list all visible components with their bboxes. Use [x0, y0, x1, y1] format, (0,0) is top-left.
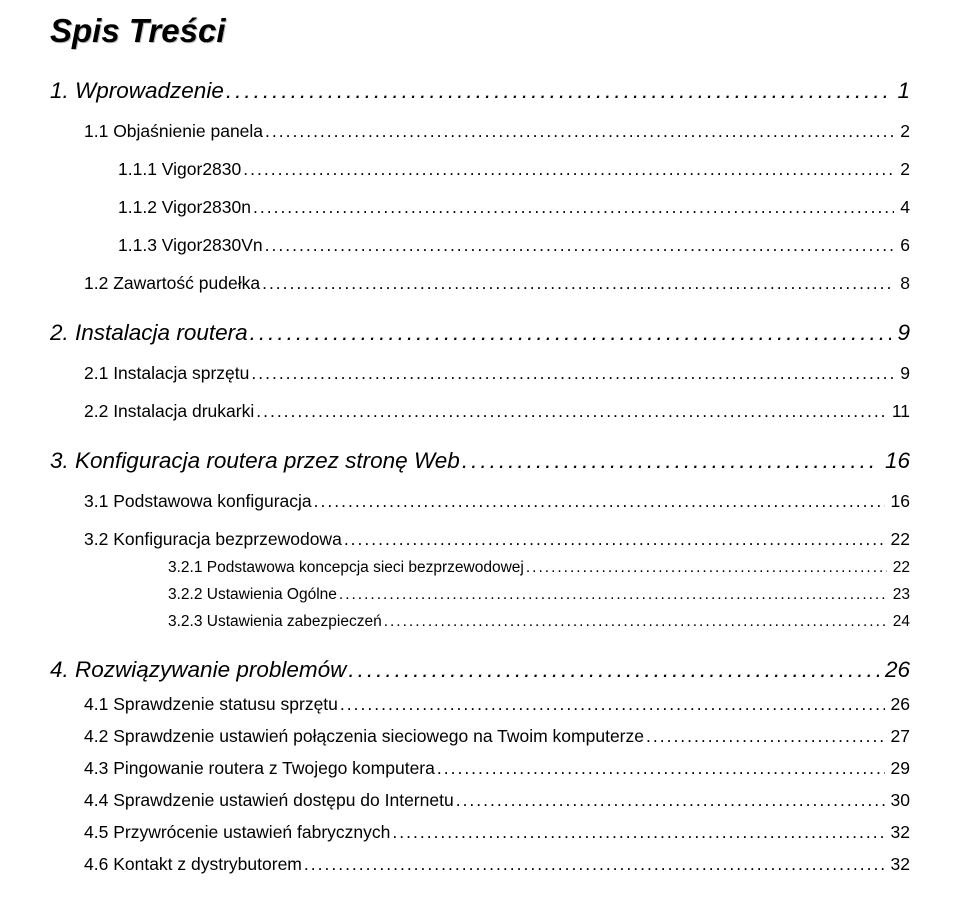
toc-page-number: 11	[886, 401, 910, 422]
toc-entry: 4.3 Pingowanie routera z Twojego kompute…	[84, 758, 910, 779]
toc-entry: 2.2 Instalacja drukarki 11	[84, 401, 910, 422]
toc-label: 1. Wprowadzenie	[50, 78, 226, 103]
toc-entry: 3.2.3 Ustawienia zabezpieczeń 24	[168, 613, 910, 631]
toc-label: 4.1 Sprawdzenie statusu sprzętu	[84, 694, 340, 714]
toc-row: 4.2 Sprawdzenie ustawień połączenia siec…	[84, 726, 910, 747]
toc-entry: 1.2 Zawartość pudełka 8	[84, 273, 910, 294]
toc-row: 4.6 Kontakt z dystrybutorem 32	[84, 854, 910, 875]
toc-label: 4. Rozwiązywanie problemów	[50, 657, 348, 682]
toc-tight-group: 4.1 Sprawdzenie statusu sprzętu 26 4.2 Sp…	[50, 694, 910, 875]
toc-label: 1.1 Objaśnienie panela	[84, 121, 265, 141]
toc-page-number: 22	[885, 529, 910, 550]
toc-label: 1.1.2 Vigor2830n	[118, 197, 253, 217]
toc-row: 1.1.3 Vigor2830Vn 6	[118, 235, 910, 256]
toc-label: 2. Instalacja routera	[50, 320, 250, 345]
page-title: Spis Treści	[50, 12, 910, 50]
toc-entry: 1.1.1 Vigor2830 2	[118, 159, 910, 180]
toc-entry: 1.1 Objaśnienie panela 2	[84, 121, 910, 142]
toc-row: 1.1.2 Vigor2830n 4	[118, 197, 910, 218]
toc-row: 1. Wprowadzenie 1	[50, 78, 910, 104]
toc-entry: 3.1 Podstawowa konfiguracja 16	[84, 491, 910, 512]
toc-page-number: 6	[894, 235, 910, 256]
toc-page-number: 8	[894, 273, 910, 294]
toc-label: 3.2.3 Ustawienia zabezpieczeń	[168, 613, 384, 630]
toc-page-number: 1	[891, 78, 910, 104]
toc-page-number: 26	[879, 657, 910, 683]
toc-entry: 2.1 Instalacja sprzętu 9	[84, 363, 910, 384]
toc-entry: 4.6 Kontakt z dystrybutorem 32	[84, 854, 910, 875]
toc-page-number: 16	[885, 491, 910, 512]
toc-entry: 4.4 Sprawdzenie ustawień dostępu do Inte…	[84, 790, 910, 811]
toc-entry: 1.1.2 Vigor2830n 4	[118, 197, 910, 218]
toc-entry: 1.1.3 Vigor2830Vn 6	[118, 235, 910, 256]
toc-label: 4.4 Sprawdzenie ustawień dostępu do Inte…	[84, 790, 456, 810]
toc-row: 4. Rozwiązywanie problemów 26	[50, 657, 910, 683]
toc-entry: 3.2 Konfiguracja bezprzewodowa 22	[84, 529, 910, 550]
toc-entry: 3. Konfiguracja routera przez stronę Web…	[50, 448, 910, 474]
toc-page-number: 9	[891, 320, 910, 346]
toc-page-number: 2	[894, 159, 910, 180]
toc-row: 4.1 Sprawdzenie statusu sprzętu 26	[84, 694, 910, 715]
toc-row: 3.2.2 Ustawienia Ogólne 23	[168, 586, 910, 604]
toc-label: 4.3 Pingowanie routera z Twojego kompute…	[84, 758, 437, 778]
toc-row: 2.2 Instalacja drukarki 11	[84, 401, 910, 422]
toc-page-number: 32	[885, 822, 910, 843]
toc-row: 4.3 Pingowanie routera z Twojego kompute…	[84, 758, 910, 779]
toc-label: 2.2 Instalacja drukarki	[84, 401, 256, 421]
toc-label: 1.1.1 Vigor2830	[118, 159, 243, 179]
toc-label: 3.1 Podstawowa konfiguracja	[84, 491, 314, 511]
toc-page-number: 16	[879, 448, 910, 474]
toc-row: 3.2.1 Podstawowa koncepcja sieci bezprze…	[168, 559, 910, 577]
toc-label: 3.2.2 Ustawienia Ogólne	[168, 586, 339, 603]
toc-row: 4.4 Sprawdzenie ustawień dostępu do Inte…	[84, 790, 910, 811]
toc-label: 3.2 Konfiguracja bezprzewodowa	[84, 529, 344, 549]
toc-row: 1.1.1 Vigor2830 2	[118, 159, 910, 180]
toc-label: 2.1 Instalacja sprzętu	[84, 363, 251, 383]
toc-page-number: 27	[885, 726, 910, 747]
toc-page-number: 4	[894, 197, 910, 218]
toc-page-number: 32	[885, 854, 910, 875]
toc-page-number: 30	[885, 790, 910, 811]
toc-entry: 2. Instalacja routera 9	[50, 320, 910, 346]
toc-list: 1. Wprowadzenie 1 1.1 Objaśnienie panela …	[50, 78, 910, 875]
toc-label: 4.6 Kontakt z dystrybutorem	[84, 854, 304, 874]
toc-label: 4.5 Przywrócenie ustawień fabrycznych	[84, 822, 392, 842]
toc-row: 3.2.3 Ustawienia zabezpieczeń 24	[168, 613, 910, 631]
toc-row: 1.1 Objaśnienie panela 2	[84, 121, 910, 142]
toc-row: 4.5 Przywrócenie ustawień fabrycznych 32	[84, 822, 910, 843]
toc-page-number: 9	[894, 363, 910, 384]
toc-label: 1.2 Zawartość pudełka	[84, 273, 262, 293]
toc-row: 2. Instalacja routera 9	[50, 320, 910, 346]
toc-entry: 4.1 Sprawdzenie statusu sprzętu 26	[84, 694, 910, 715]
toc-row: 2.1 Instalacja sprzętu 9	[84, 363, 910, 384]
toc-page-number: 29	[885, 758, 910, 779]
toc-label: 4.2 Sprawdzenie ustawień połączenia siec…	[84, 726, 646, 746]
toc-entry: 4.2 Sprawdzenie ustawień połączenia siec…	[84, 726, 910, 747]
toc-entry: 3.2.2 Ustawienia Ogólne 23	[168, 586, 910, 604]
toc-label: 3.2.1 Podstawowa koncepcja sieci bezprze…	[168, 559, 526, 576]
toc-entry: 1. Wprowadzenie 1	[50, 78, 910, 104]
toc-row: 3. Konfiguracja routera przez stronę Web…	[50, 448, 910, 474]
toc-row: 3.1 Podstawowa konfiguracja 16	[84, 491, 910, 512]
toc-page-number: 26	[885, 694, 910, 715]
toc-entry: 4.5 Przywrócenie ustawień fabrycznych 32	[84, 822, 910, 843]
toc-page-number: 24	[887, 613, 910, 631]
toc-row: 3.2 Konfiguracja bezprzewodowa 22	[84, 529, 910, 550]
toc-entry: 3.2.1 Podstawowa koncepcja sieci bezprze…	[168, 559, 910, 577]
toc-page-number: 22	[887, 559, 910, 577]
toc-row: 1.2 Zawartość pudełka 8	[84, 273, 910, 294]
toc-label: 1.1.3 Vigor2830Vn	[118, 235, 265, 255]
toc-page-number: 2	[894, 121, 910, 142]
toc-page-number: 23	[887, 586, 910, 604]
toc-label: 3. Konfiguracja routera przez stronę Web	[50, 448, 462, 473]
toc-page: Spis Treści 1. Wprowadzenie 1 1.1 Objaśni…	[0, 0, 960, 897]
toc-entry: 4. Rozwiązywanie problemów 26	[50, 657, 910, 683]
